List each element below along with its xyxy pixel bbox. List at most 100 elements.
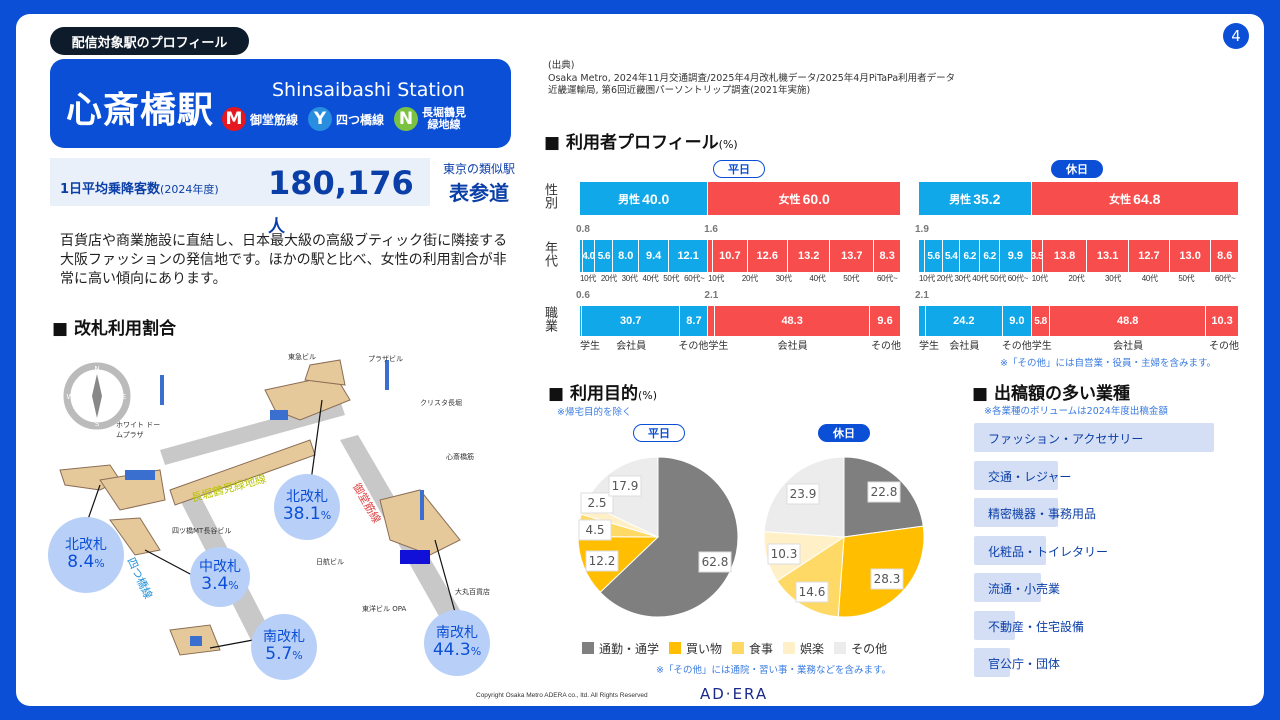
gate-unit: % (292, 649, 303, 663)
line-badge-icon: M (222, 107, 246, 131)
segment-value: 1.9 (915, 224, 929, 235)
job-segment: 5.8 (1031, 306, 1051, 336)
segment-value: 40.0 (642, 190, 670, 207)
age-segment: 9.9 (1000, 240, 1032, 272)
industry-name: 官公庁・団体 (988, 657, 1061, 671)
gate-section-title: ■ 改札利用割合 (52, 319, 176, 339)
segment-category: 学生 (708, 341, 729, 352)
segment-value: 5.6 (597, 250, 611, 262)
gate-value: 44.3 (432, 640, 471, 661)
segment-category: 学生 (580, 341, 600, 352)
segment-category: 60代~ (1007, 274, 1029, 283)
source-citation: (出典) Osaka Metro, 2024年11月交通調査/2025年4月改札… (548, 60, 955, 98)
age-segment: 12.1 (669, 240, 709, 272)
job-segment: 9.0 (1002, 306, 1032, 336)
age-segment: 13.7 (830, 240, 875, 272)
similar-station-name: 表参道 (449, 181, 509, 205)
gate-share-0: 北改札 8.4% (48, 517, 124, 593)
compass-icon: N E S W (63, 362, 131, 430)
svg-text:2.5: 2.5 (587, 496, 606, 510)
purpose-weekday-tag: 平日 (633, 424, 685, 442)
segment-category: 10代 (1031, 274, 1048, 283)
segment-value: 12.1 (677, 250, 699, 262)
industry-item: 化粧品・トイレタリー (974, 535, 1108, 565)
segment-value: 10.3 (1211, 315, 1233, 327)
svg-text:12.2: 12.2 (589, 554, 616, 568)
age-segment: 6.2 (980, 240, 1001, 272)
age-segment: 0.8 (576, 224, 590, 272)
map-label: 心斎橋筋 (446, 453, 474, 461)
legend-swatch (783, 642, 796, 654)
compass-s: S (95, 420, 100, 428)
segment-value: 9.0 (1009, 315, 1025, 327)
age-segment: 6.2 (960, 240, 981, 272)
svg-text:10.3: 10.3 (771, 547, 798, 561)
segment-category: 会社員 (949, 341, 980, 352)
gate-share-3: 北改札 38.1% (274, 474, 340, 540)
gate-name: 南改札 (436, 625, 478, 642)
industry-item: 官公庁・団体 (974, 648, 1060, 677)
gate-name: 中改札 (199, 559, 241, 576)
segment-value: 9.9 (1007, 250, 1024, 262)
segment-value: 5.8 (1034, 315, 1047, 327)
gate-value: 8.4 (67, 552, 95, 573)
legend-item: 通勤・通学 (582, 640, 659, 657)
map-label: 東急ビル (288, 353, 316, 361)
weekday-gender-bar: 男性 40.0 女性 60.0 (580, 182, 901, 215)
segment-label: 男性 (949, 193, 972, 206)
svg-text:22.8: 22.8 (871, 485, 898, 499)
purpose-legend: 通勤・通学 買い物 食事 娯楽 その他 (582, 640, 887, 657)
segment-category: 60代~ (1215, 274, 1236, 283)
segment-category: その他 (678, 341, 709, 352)
gate-share-1: 中改札 3.4% (190, 547, 250, 607)
pie-label: 2.5 (580, 492, 614, 514)
segment-value: 13.7 (841, 250, 863, 262)
segment-value: 0.8 (576, 224, 590, 235)
segment-value: 13.1 (1096, 250, 1119, 262)
gate-value: 38.1 (282, 504, 321, 525)
gate-value: 5.7 (265, 644, 293, 665)
age-segment: 13.2 (788, 240, 831, 272)
segment-value: 64.8 (1133, 190, 1161, 207)
segment-value: 4.0 (582, 250, 595, 262)
map-label: ホワイト ドームプラザ (116, 421, 161, 439)
segment-category: 会社員 (1113, 341, 1144, 352)
segment-category: 60代~ (684, 274, 705, 283)
purpose-title-text: 利用目的 (569, 384, 638, 404)
svg-text:17.9: 17.9 (612, 479, 639, 493)
legend-label: 娯楽 (800, 642, 825, 656)
gender-segment: 女性 60.0 (708, 182, 901, 215)
segment-value: 2.1 (704, 290, 719, 301)
age-segment: 1.9 (915, 224, 929, 272)
segment-value: 8.7 (686, 315, 702, 327)
industry-item: 交通・レジャー (974, 460, 1071, 490)
ridership-box: 1日平均乗降客数(2024年度) 180,176 人 (50, 158, 430, 237)
legend-item: 食事 (732, 640, 773, 657)
age-segment: 8.0 (613, 240, 640, 272)
segment-value: 13.8 (1053, 250, 1076, 262)
ridership-value: 180,176 (268, 164, 414, 202)
segment-value: 9.6 (877, 315, 893, 327)
segment-category: 30代 (954, 274, 971, 283)
gender-segment: 女性 64.8 (1031, 182, 1239, 215)
industry-title-text: 出稿額の多い業種 (993, 384, 1130, 404)
industry-item: 不動産・住宅設備 (974, 610, 1084, 640)
compass-n: N (94, 365, 99, 373)
segment-category: 10代 (708, 274, 725, 283)
age-segment: 4.0 (582, 240, 596, 272)
segment-category: 30代 (621, 274, 638, 283)
age-segment: 1.6 (704, 224, 718, 272)
industry-name: 交通・レジャー (988, 469, 1072, 484)
segment-category: 30代 (1105, 274, 1122, 283)
segment-value: 6.2 (983, 250, 996, 262)
map-label: プラザビル (368, 355, 403, 363)
svg-text:28.3: 28.3 (874, 572, 901, 586)
compass-w: W (67, 393, 74, 401)
age-segment: 5.6 (925, 240, 944, 272)
industry-note: ※各業種のボリュームは2024年度出稿金額 (984, 406, 1168, 417)
segment-value: 8.6 (1217, 250, 1233, 262)
svg-text:62.8: 62.8 (702, 555, 729, 569)
segment-value: 2.1 (915, 290, 929, 301)
station-name: 心斎橋駅 (66, 90, 215, 131)
purpose-title: ■ 利用目的(%) (548, 384, 658, 404)
